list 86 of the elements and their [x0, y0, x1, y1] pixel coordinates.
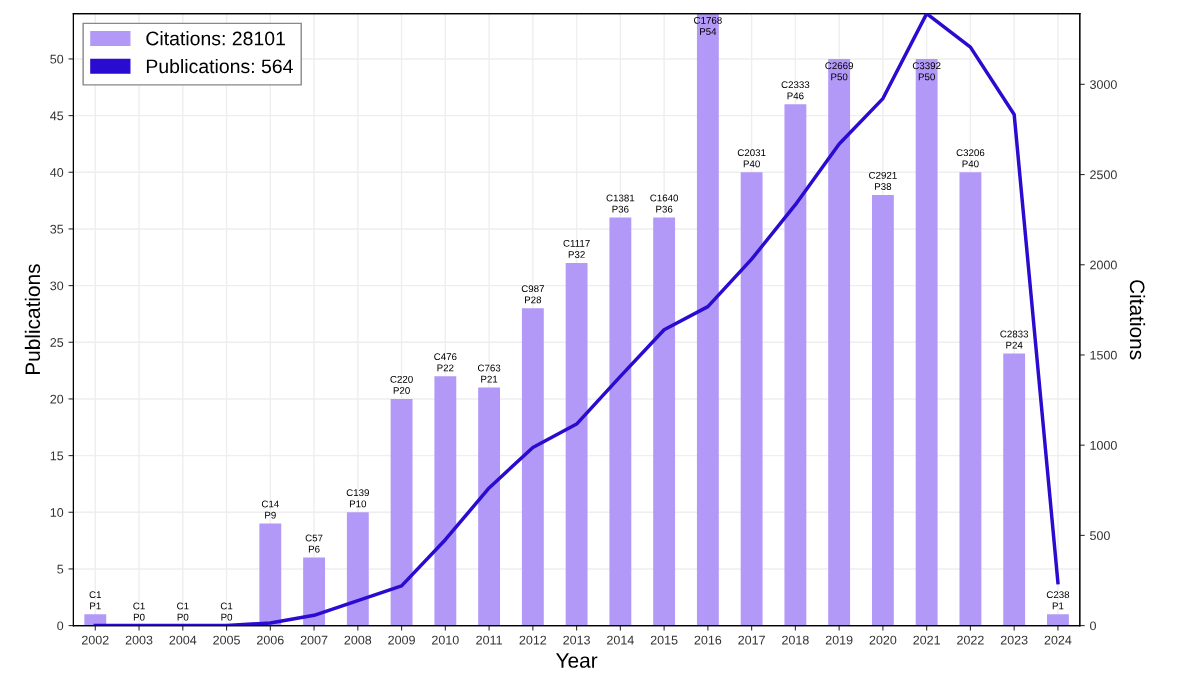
- y-tick-label: 30: [50, 281, 64, 291]
- x-tick-label: 2013: [563, 635, 590, 645]
- y-tick-label: 0: [57, 621, 64, 631]
- data-label: C1 P1: [89, 591, 102, 610]
- x-tick-label: 2018: [782, 635, 809, 645]
- x-tick-label: 2020: [869, 635, 897, 645]
- y2-tick-label: 2500: [1090, 170, 1117, 180]
- bar: [303, 557, 326, 626]
- x-tick-label: 2016: [694, 635, 722, 645]
- bar: [871, 194, 894, 626]
- data-label: C2669 P50: [825, 62, 854, 81]
- data-label: C3392 P50: [912, 62, 941, 81]
- x-tick-label: 2021: [913, 635, 940, 645]
- y-tick-label: 5: [57, 564, 64, 574]
- bar: [84, 614, 107, 626]
- x-tick-label: 2007: [300, 635, 328, 645]
- bar: [653, 217, 676, 626]
- data-label: C987 P28: [521, 285, 544, 304]
- y-tick-label: 40: [50, 168, 64, 177]
- data-label: C1 P0: [220, 602, 233, 621]
- bar: [609, 217, 632, 626]
- bar: [521, 308, 544, 626]
- x-tick-label: 2004: [169, 635, 197, 645]
- data-label: C2333 P46: [781, 81, 810, 100]
- data-label: C1 P0: [133, 602, 145, 621]
- x-tick-label: 2009: [388, 635, 415, 645]
- x-tick-label: 2010: [432, 635, 459, 645]
- data-label: C1768 P54: [694, 16, 722, 35]
- data-label: C1381 P36: [606, 194, 635, 213]
- x-tick-label: 2015: [650, 635, 678, 645]
- y-tick-label: 20: [50, 394, 64, 404]
- x-tick-label: 2006: [257, 635, 284, 645]
- x-tick-label: 2022: [957, 635, 984, 645]
- data-label: C14 P9: [261, 500, 279, 519]
- x-tick-label: 2005: [213, 635, 240, 645]
- bar: [565, 262, 588, 626]
- y2-tick-label: 2000: [1090, 260, 1117, 270]
- bar: [1003, 353, 1026, 626]
- data-label: C763 P21: [477, 364, 501, 383]
- y-tick-label: 45: [50, 111, 64, 121]
- bar: [1046, 614, 1069, 626]
- data-label: C2833 P24: [1000, 330, 1029, 349]
- data-label: C476 P22: [434, 353, 457, 372]
- y-axis-title: Publications: [24, 264, 41, 375]
- bar: [740, 172, 763, 626]
- x-tick-label: 2008: [344, 635, 372, 645]
- y2-tick-label: 3000: [1090, 80, 1117, 89]
- data-label: C1117 P32: [563, 239, 590, 258]
- data-label: C2921 P38: [869, 171, 897, 190]
- x-axis-title: Year: [556, 653, 598, 668]
- y2-axis-title: Citations: [1129, 280, 1146, 360]
- bar: [390, 398, 413, 626]
- bar: [346, 512, 369, 626]
- data-label: C57 P6: [305, 534, 323, 553]
- x-tick-label: 2003: [125, 635, 153, 645]
- y-tick-label: 25: [50, 338, 64, 347]
- bar: [259, 523, 282, 626]
- bar: [434, 376, 457, 626]
- bar: [478, 387, 501, 626]
- y2-tick-label: 500: [1090, 531, 1110, 541]
- x-tick-label: 2019: [825, 635, 853, 645]
- data-label: C220 P20: [390, 375, 413, 394]
- data-label: C139 P10: [346, 489, 369, 508]
- data-label: C3206 P40: [956, 149, 985, 168]
- x-tick-label: 2014: [607, 635, 634, 645]
- y2-tick-label: 1000: [1090, 440, 1117, 450]
- data-label: C1 P0: [177, 602, 189, 621]
- data-label: C2031 P40: [737, 149, 766, 168]
- y-tick-label: 50: [50, 54, 64, 64]
- x-tick-label: 2017: [738, 635, 765, 645]
- y-tick-label: 15: [50, 451, 64, 461]
- data-label: C1640 P36: [650, 194, 679, 213]
- x-tick-label: 2024: [1044, 635, 1072, 645]
- x-tick-label: 2023: [1000, 635, 1028, 645]
- legend-label: Citations: 28101: [146, 31, 285, 46]
- x-tick-label: 2012: [519, 635, 547, 645]
- legend-label: Publications: 564: [146, 58, 293, 74]
- y2-tick-label: 0: [1090, 621, 1096, 631]
- y-tick-label: 10: [50, 508, 64, 517]
- bar: [784, 104, 807, 626]
- bar: [959, 172, 982, 626]
- x-tick-label: 2011: [476, 635, 502, 645]
- y-tick-label: 35: [50, 224, 64, 234]
- y2-tick-label: 1500: [1090, 350, 1117, 360]
- x-tick-label: 2002: [82, 635, 109, 645]
- data-label: C238 P1: [1046, 591, 1070, 610]
